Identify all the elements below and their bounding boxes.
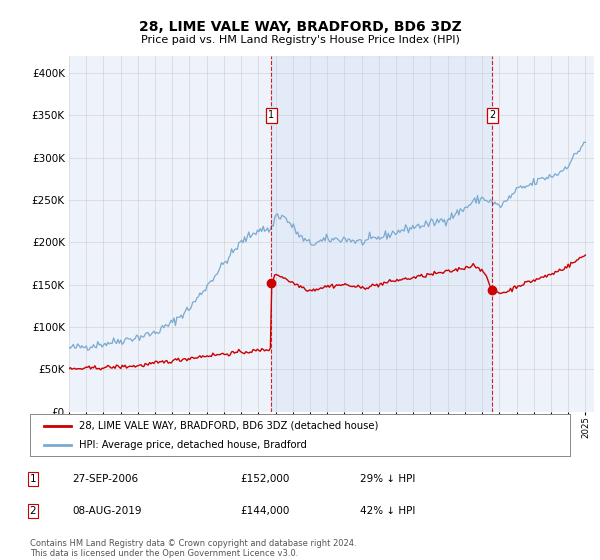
Text: HPI: Average price, detached house, Bradford: HPI: Average price, detached house, Brad… (79, 440, 307, 450)
Text: Price paid vs. HM Land Registry's House Price Index (HPI): Price paid vs. HM Land Registry's House … (140, 35, 460, 45)
Bar (271, 56, 493, 412)
Text: 2: 2 (29, 506, 37, 516)
Text: Contains HM Land Registry data © Crown copyright and database right 2024.
This d: Contains HM Land Registry data © Crown c… (30, 539, 356, 558)
Text: 29% ↓ HPI: 29% ↓ HPI (360, 474, 415, 484)
Text: 28, LIME VALE WAY, BRADFORD, BD6 3DZ: 28, LIME VALE WAY, BRADFORD, BD6 3DZ (139, 20, 461, 34)
Text: £144,000: £144,000 (240, 506, 289, 516)
Text: £152,000: £152,000 (240, 474, 289, 484)
Text: 1: 1 (268, 110, 274, 120)
Text: 27-SEP-2006: 27-SEP-2006 (72, 474, 138, 484)
Text: 28, LIME VALE WAY, BRADFORD, BD6 3DZ (detached house): 28, LIME VALE WAY, BRADFORD, BD6 3DZ (de… (79, 421, 378, 431)
Text: 08-AUG-2019: 08-AUG-2019 (72, 506, 142, 516)
Text: 42% ↓ HPI: 42% ↓ HPI (360, 506, 415, 516)
Text: 1: 1 (29, 474, 37, 484)
Text: 2: 2 (490, 110, 496, 120)
